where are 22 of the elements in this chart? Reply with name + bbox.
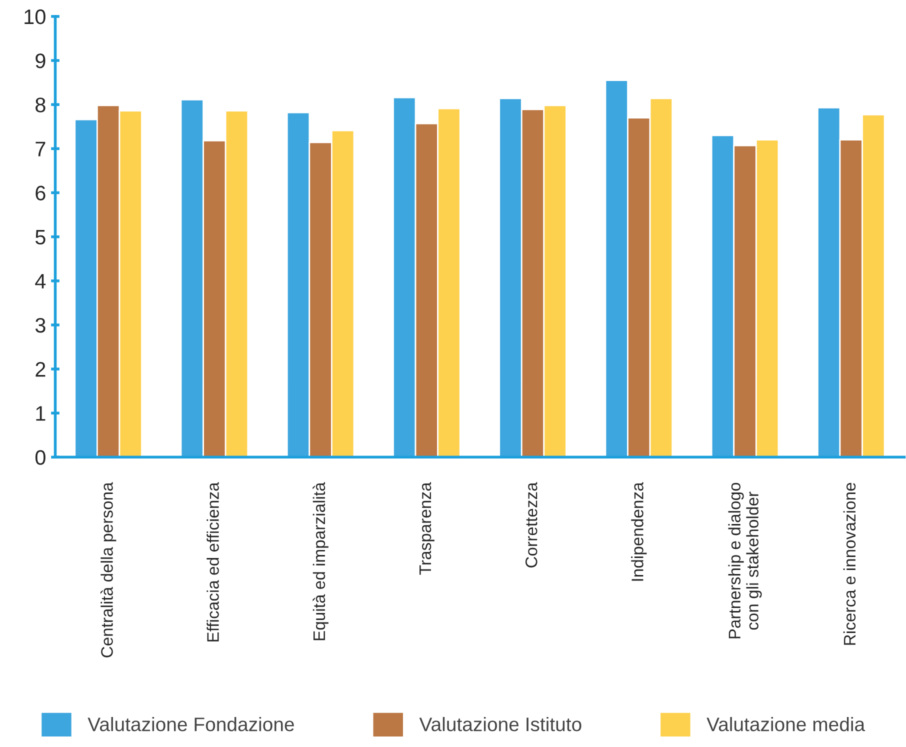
x-tick-label: Efficacia ed efficienza bbox=[206, 482, 219, 642]
x-tick-label: Trasparenza bbox=[420, 482, 434, 575]
x-tick-label: Indipendenza bbox=[631, 482, 647, 581]
y-tick-label: 2 bbox=[36, 362, 46, 377]
y-tick-label: 4 bbox=[35, 274, 46, 288]
x-tick-label: Ricerca e innovazione bbox=[843, 482, 856, 645]
y-tick-label: 5 bbox=[35, 230, 46, 245]
y-tick-label: 3 bbox=[35, 318, 46, 333]
legend-label: Valutazione Istituto bbox=[419, 716, 582, 732]
legend-label: Valutazione media bbox=[706, 716, 866, 732]
y-tick-label: 6 bbox=[36, 186, 46, 200]
y-tick-label: 0 bbox=[35, 450, 46, 465]
y-tick-label: 1 bbox=[36, 406, 46, 421]
y-tick-label: 9 bbox=[36, 54, 46, 68]
legend-label: Valutazione Fondazione bbox=[88, 716, 294, 732]
x-tick-label: Partnership e dialogo con gli stakeholder bbox=[728, 482, 762, 638]
y-tick-label: 7 bbox=[36, 142, 46, 156]
x-tick-label: Correttezza bbox=[525, 482, 538, 568]
x-tick-label: Equità ed imparzialità bbox=[312, 482, 328, 640]
y-tick-label: 8 bbox=[36, 98, 46, 112]
x-tick-label: Centralità della persona bbox=[100, 482, 116, 658]
y-tick-label: 10 bbox=[24, 9, 46, 24]
